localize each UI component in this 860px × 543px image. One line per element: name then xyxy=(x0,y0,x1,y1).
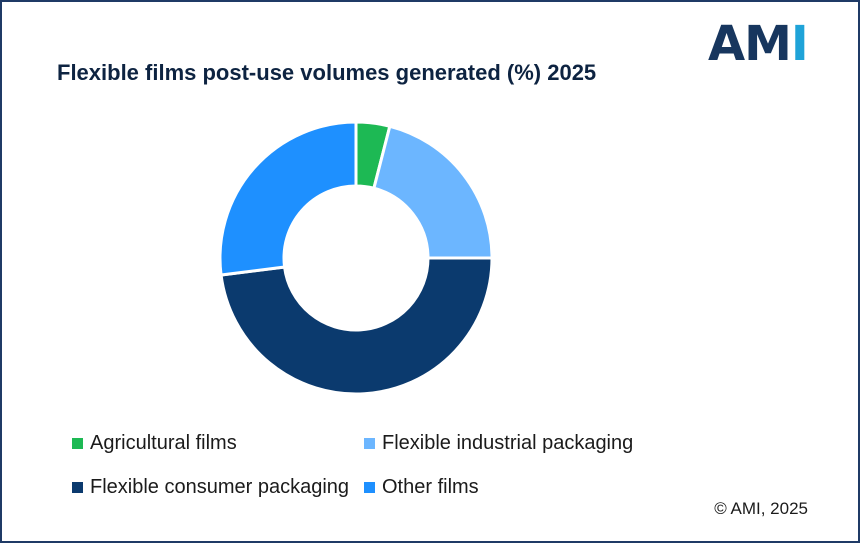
donut-slice-flexible-industrial-packaging xyxy=(372,124,494,260)
legend-label: Agricultural films xyxy=(90,432,237,454)
legend-item-other-films: Other films xyxy=(364,476,479,499)
chart-legend: Agricultural films Flexible industrial p… xyxy=(72,432,712,512)
legend-label: Flexible consumer packaging xyxy=(90,476,350,498)
ami-logo-letters: AMI xyxy=(708,16,809,72)
logo-accent-letter: I xyxy=(790,16,809,72)
legend-swatch xyxy=(364,438,375,449)
legend-swatch xyxy=(72,438,83,449)
legend-item-agricultural-films: Agricultural films xyxy=(72,432,237,455)
ami-logo: AMI xyxy=(708,16,820,72)
legend-item-flexible-industrial-packaging: Flexible industrial packaging xyxy=(364,432,633,455)
logo-primary-letters: AM xyxy=(708,16,792,72)
donut-slice-other-films xyxy=(218,120,358,277)
legend-swatch xyxy=(364,482,375,493)
donut-chart xyxy=(218,120,494,396)
legend-label: Flexible industrial packaging xyxy=(382,432,634,454)
donut-slice-flexible-consumer-packaging xyxy=(219,256,494,396)
chart-title: Flexible films post-use volumes generate… xyxy=(57,60,597,85)
legend-label: Other films xyxy=(382,476,479,498)
legend-item-flexible-consumer-packaging: Flexible consumer packaging xyxy=(72,476,349,499)
copyright-notice: © AMI, 2025 xyxy=(714,499,808,518)
legend-swatch xyxy=(72,482,83,493)
